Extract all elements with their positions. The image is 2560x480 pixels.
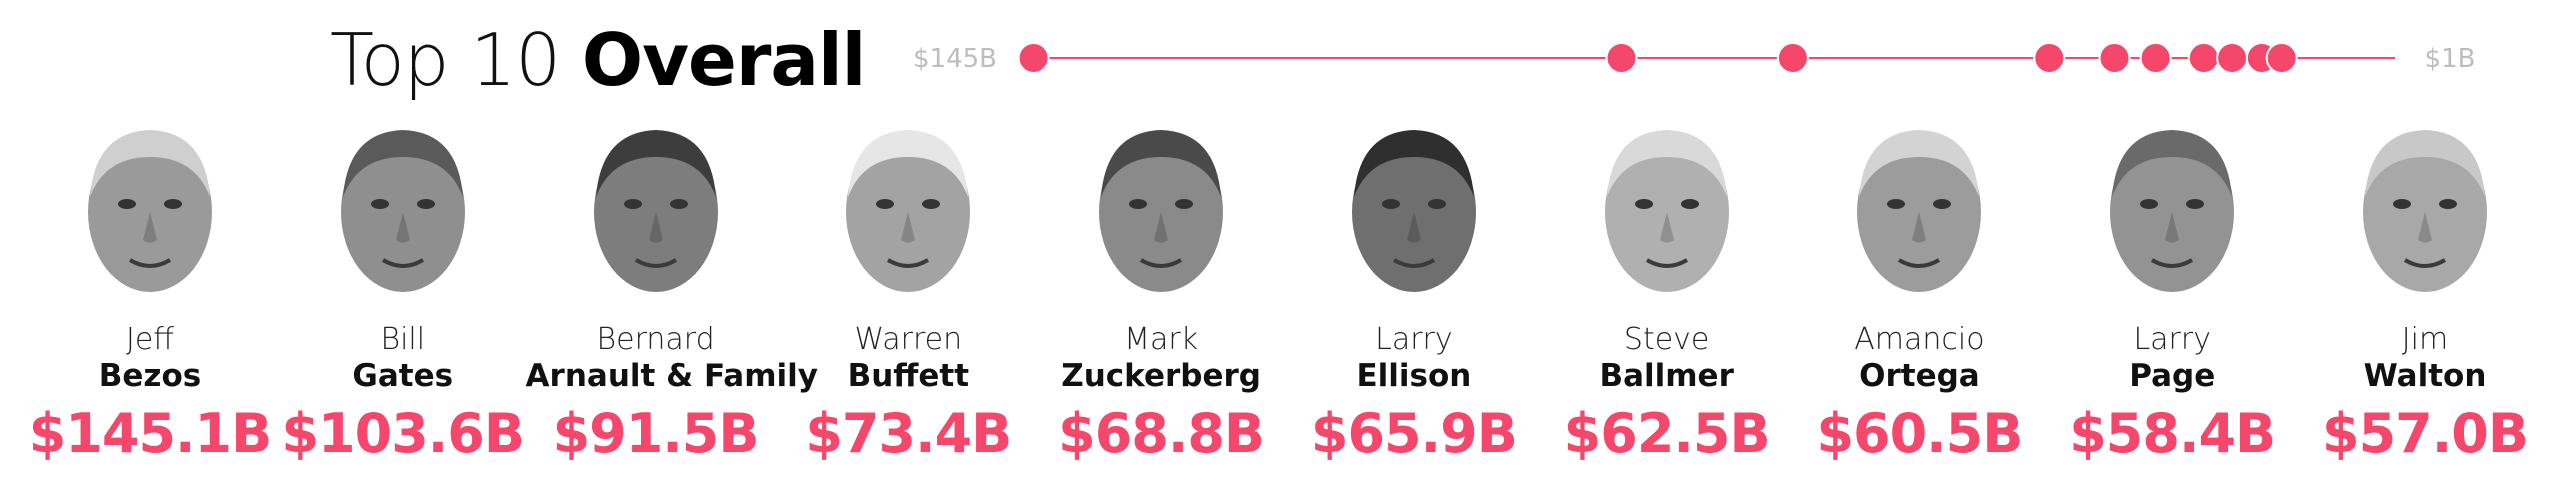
scale-dot (1605, 42, 1638, 74)
first-name: Jeff (126, 322, 174, 357)
scale-dot (2265, 42, 2298, 74)
last-name: Arnault & Family (525, 358, 818, 394)
scale-dot (1776, 42, 1809, 74)
title-bold: Overall (581, 18, 866, 102)
portrait-photo (833, 112, 983, 302)
portrait-photo (75, 112, 225, 302)
last-name: Gates (352, 358, 454, 394)
person-card: Amancio Ortega $60.5B (1789, 110, 2049, 480)
person-card: Larry Ellison $65.9B (1284, 110, 1544, 480)
portrait-photo (1592, 112, 1742, 302)
first-name: Steve (1623, 322, 1710, 357)
portrait-photo (2097, 112, 2247, 302)
net-worth-label: $91.5B (552, 402, 760, 465)
person-card: Jim Walton $57.0B (2295, 110, 2555, 480)
portrait-photo (328, 112, 478, 302)
first-name: Jim (2401, 322, 2449, 357)
title-light: Top 10 (330, 18, 561, 102)
last-name: Page (2129, 358, 2216, 394)
first-name: Larry (1375, 322, 1453, 357)
net-worth-label: $103.6B (281, 402, 525, 465)
scale-max-label: $145B (913, 44, 997, 74)
last-name: Bezos (98, 358, 202, 394)
people-row: Jeff Bezos $145.1B Bill Gates $103.6B Bernard A… (0, 110, 2560, 480)
scale-dots (1017, 42, 2298, 74)
first-name: Mark (1124, 322, 1199, 357)
net-worth-scale: $145B $1B (913, 42, 2476, 74)
person-card: Bernard Arnault & Family $91.5B (525, 110, 818, 480)
first-name: Bill (380, 322, 426, 357)
scale-dot (2187, 42, 2220, 74)
person-card: Steve Ballmer $62.5B (1537, 110, 1797, 480)
portrait-photo (581, 112, 731, 302)
first-name: Amancio (1854, 322, 1985, 357)
net-worth-label: $65.9B (1310, 402, 1518, 465)
scale-dot (2139, 42, 2172, 74)
person-card: Bill Gates $103.6B (273, 110, 533, 480)
last-name: Walton (2363, 358, 2487, 394)
first-name: Bernard (596, 322, 715, 357)
last-name: Buffett (847, 358, 970, 394)
last-name: Zuckerberg (1061, 358, 1261, 394)
person-card: Warren Buffett $73.4B (778, 110, 1038, 480)
person-card: Jeff Bezos $145.1B (20, 110, 280, 480)
net-worth-label: $58.4B (2069, 402, 2276, 465)
net-worth-label: $73.4B (805, 402, 1012, 465)
last-name: Ellison (1356, 358, 1472, 394)
portrait-photo (1086, 112, 1236, 302)
last-name: Ballmer (1599, 358, 1734, 394)
portrait-photo (1844, 112, 1994, 302)
scale-dot (2216, 42, 2249, 74)
net-worth-label: $57.0B (2322, 402, 2529, 465)
first-name: Warren (854, 322, 963, 357)
scale-dot (1017, 42, 1050, 74)
portrait-photo (1339, 112, 1489, 302)
scale-dot (2033, 42, 2066, 74)
chart-title: Top 10 Overall (330, 10, 866, 110)
scale-min-label: $1B (2425, 44, 2476, 74)
net-worth-label: $62.5B (1563, 402, 1771, 465)
portrait-photo (2350, 112, 2500, 302)
net-worth-label: $68.8B (1058, 402, 1265, 465)
scale-dot (2098, 42, 2131, 74)
net-worth-label: $145.1B (28, 402, 273, 465)
person-card: Larry Page $58.4B (2042, 110, 2302, 480)
last-name: Ortega (1859, 358, 1980, 394)
net-worth-label: $60.5B (1816, 402, 2023, 465)
first-name: Larry (2133, 322, 2211, 357)
person-card: Mark Zuckerberg $68.8B (1031, 110, 1291, 480)
